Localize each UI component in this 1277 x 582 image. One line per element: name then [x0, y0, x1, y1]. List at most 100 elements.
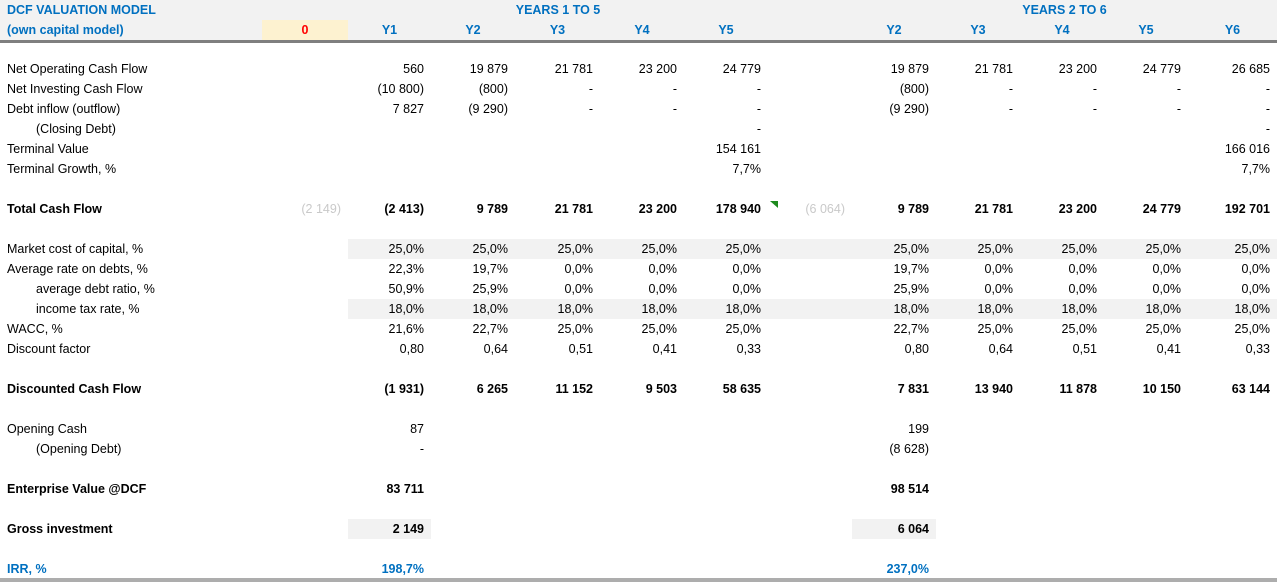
cell[interactable]	[936, 479, 1020, 499]
cell[interactable]	[1020, 159, 1104, 179]
cell[interactable]: 18,0%	[1188, 299, 1277, 319]
row-label[interactable]: Debt inflow (outflow)	[7, 102, 121, 116]
cell[interactable]	[348, 119, 431, 139]
cell-spare[interactable]	[768, 119, 852, 139]
cell[interactable]: (10 800)	[377, 82, 424, 96]
cell[interactable]	[515, 479, 600, 499]
cell[interactable]	[936, 439, 1020, 459]
cell[interactable]	[1104, 159, 1188, 179]
cell-year0[interactable]	[262, 419, 348, 439]
cell[interactable]: 24 779	[1142, 62, 1181, 76]
cell[interactable]: 21 781	[554, 62, 593, 76]
cell[interactable]	[936, 559, 1020, 579]
cell[interactable]: 25,0%	[431, 239, 515, 259]
cell[interactable]: 58 635	[722, 382, 761, 396]
cell[interactable]	[348, 159, 431, 179]
cell[interactable]	[600, 519, 684, 539]
cell[interactable]: 9 503	[645, 382, 677, 396]
year-header-right-y5[interactable]: Y5	[1104, 20, 1188, 43]
cell[interactable]: 25,0%	[515, 239, 600, 259]
cell-year0[interactable]	[262, 139, 348, 159]
cell[interactable]	[684, 559, 768, 579]
row-label[interactable]: Terminal Growth, %	[7, 162, 117, 176]
cell[interactable]	[852, 119, 936, 139]
row-label[interactable]: Enterprise Value @DCF	[7, 482, 147, 496]
cell-year0[interactable]	[262, 99, 348, 119]
cell[interactable]: 178 940	[715, 202, 761, 216]
cell[interactable]: 50,9%	[388, 282, 424, 296]
cell[interactable]	[684, 439, 768, 459]
cell[interactable]: 25,0%	[1234, 322, 1270, 336]
cell-spare[interactable]	[768, 139, 852, 159]
cell[interactable]: -	[1265, 82, 1270, 96]
cell[interactable]: 0,0%	[732, 262, 762, 276]
cell[interactable]: 19,7%	[472, 262, 508, 276]
cell[interactable]: -	[756, 102, 761, 116]
cell[interactable]: 23 200	[638, 202, 677, 216]
cell[interactable]: 0,0%	[648, 282, 678, 296]
row-label[interactable]: (Opening Debt)	[36, 442, 122, 456]
cell[interactable]	[515, 159, 600, 179]
cell[interactable]: 0,64	[483, 342, 508, 356]
cell-year0[interactable]	[262, 159, 348, 179]
cell[interactable]: 6 064	[852, 519, 936, 539]
cell[interactable]: -	[672, 102, 677, 116]
cell[interactable]	[1020, 119, 1104, 139]
cell[interactable]: 18,0%	[431, 299, 515, 319]
cell[interactable]: 25,9%	[472, 282, 508, 296]
sheet-title[interactable]: DCF VALUATION MODEL	[0, 0, 262, 20]
spacer-cell[interactable]	[0, 179, 1277, 199]
header-cell-empty[interactable]	[768, 20, 852, 43]
cell-spare[interactable]	[768, 59, 852, 79]
cell-year0[interactable]	[262, 339, 348, 359]
cell[interactable]	[348, 139, 431, 159]
cell[interactable]: 25,0%	[600, 239, 684, 259]
cell[interactable]: 192 701	[1224, 202, 1270, 216]
cell[interactable]: -	[1176, 102, 1181, 116]
cell[interactable]: 21,6%	[388, 322, 424, 336]
cell[interactable]: 24 779	[722, 62, 761, 76]
cell[interactable]: (9 290)	[889, 102, 929, 116]
cell[interactable]	[936, 159, 1020, 179]
row-label[interactable]: Market cost of capital, %	[7, 242, 144, 256]
cell[interactable]: 25,0%	[1020, 239, 1104, 259]
cell[interactable]	[684, 419, 768, 439]
cell[interactable]: -	[1265, 122, 1270, 136]
cell[interactable]: 25,0%	[725, 322, 761, 336]
cell[interactable]: 0,64	[988, 342, 1013, 356]
cell[interactable]: 25,0%	[1145, 322, 1181, 336]
cell[interactable]: 19 879	[890, 62, 929, 76]
cell[interactable]: 0,0%	[1152, 282, 1182, 296]
cell[interactable]: 21 781	[974, 202, 1013, 216]
cell[interactable]: 7 827	[392, 102, 424, 116]
cell[interactable]: 19 879	[469, 62, 508, 76]
cell[interactable]: 0,0%	[732, 282, 762, 296]
spacer-cell[interactable]	[0, 459, 1277, 479]
cell-year0[interactable]	[262, 479, 348, 499]
cell[interactable]: 25,0%	[348, 239, 431, 259]
cell[interactable]	[852, 159, 936, 179]
row-label[interactable]: Opening Cash	[7, 422, 87, 436]
cell-year0[interactable]	[262, 319, 348, 339]
cell[interactable]	[600, 479, 684, 499]
cell[interactable]	[431, 479, 515, 499]
cell[interactable]: 23 200	[1058, 202, 1097, 216]
header-cell-empty[interactable]	[768, 0, 852, 20]
cell[interactable]: 98 514	[890, 482, 929, 496]
cell[interactable]: 18,0%	[936, 299, 1020, 319]
cell[interactable]: -	[1176, 82, 1181, 96]
cell[interactable]: -	[419, 442, 424, 456]
cell[interactable]: 19,7%	[893, 262, 929, 276]
cell[interactable]: 11 152	[555, 382, 593, 396]
cell[interactable]: 25,0%	[641, 322, 677, 336]
cell[interactable]	[600, 139, 684, 159]
cell[interactable]	[600, 119, 684, 139]
row-label[interactable]: income tax rate, %	[36, 302, 140, 316]
cell-year0[interactable]	[262, 439, 348, 459]
cell[interactable]	[431, 519, 515, 539]
cell[interactable]	[684, 519, 768, 539]
year-header-left-y1[interactable]: Y1	[348, 20, 431, 43]
cell[interactable]: 0,0%	[1068, 282, 1098, 296]
cell[interactable]: (2 413)	[384, 202, 424, 216]
cell[interactable]	[600, 419, 684, 439]
